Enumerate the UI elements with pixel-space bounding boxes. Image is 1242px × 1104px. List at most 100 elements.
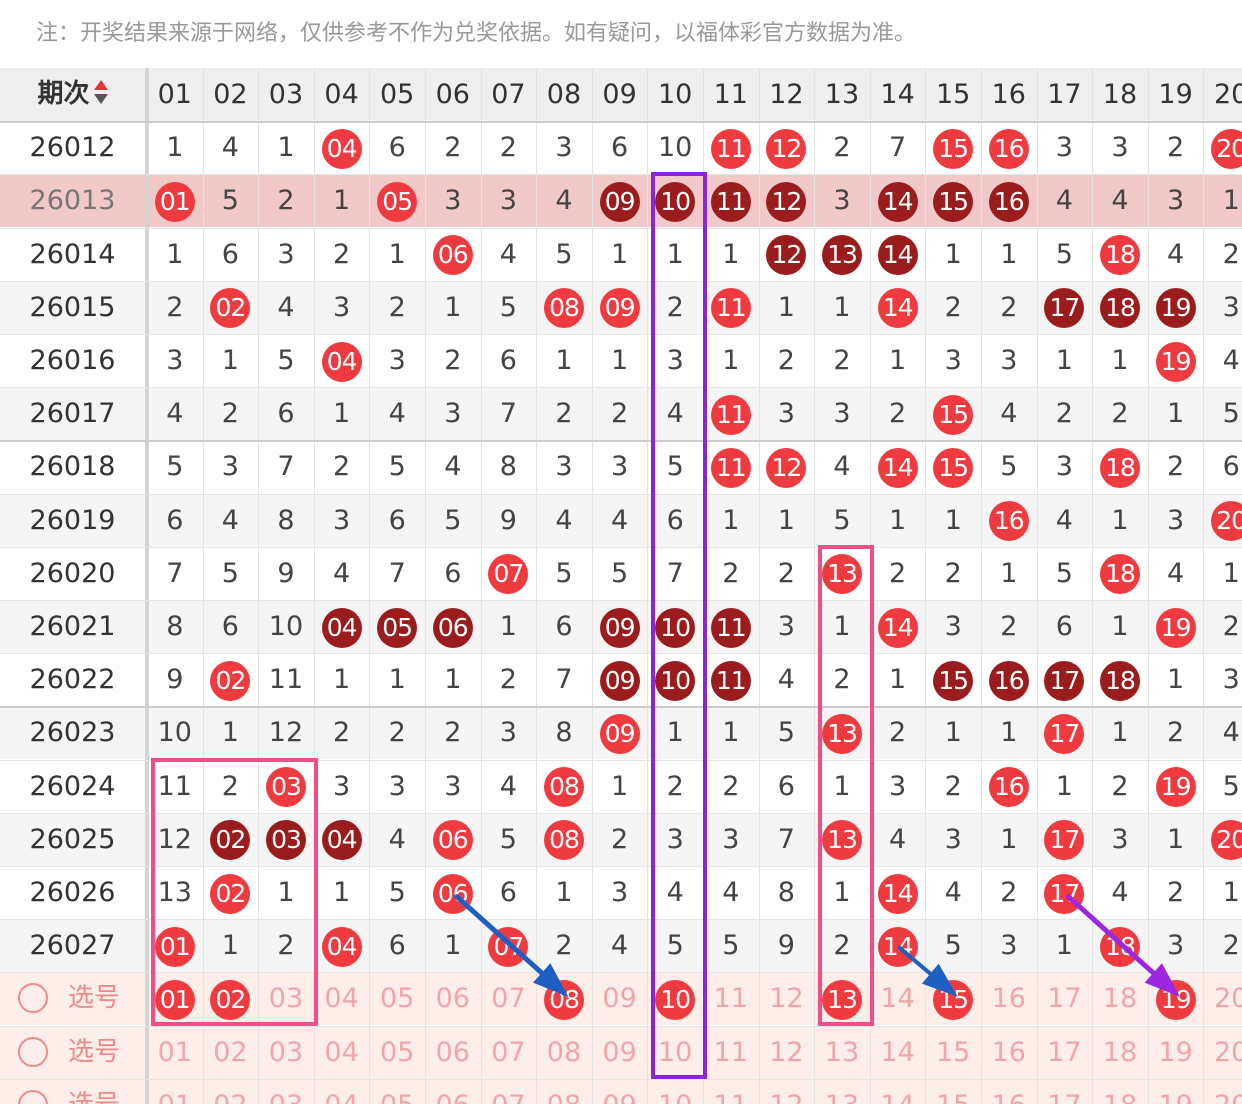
pick-number[interactable]: 03 bbox=[268, 1036, 304, 1068]
miss-count: 4 bbox=[1000, 398, 1018, 430]
pick-number[interactable]: 02 bbox=[203, 1079, 259, 1104]
pick-number[interactable]: 08 bbox=[536, 1079, 592, 1104]
pick-number[interactable]: 07 bbox=[481, 1079, 537, 1104]
drawn-number-ball[interactable]: 13 bbox=[814, 972, 870, 1025]
miss-count: 12 bbox=[268, 717, 304, 749]
hit-ball: 09 bbox=[599, 713, 640, 754]
pick-number[interactable]: 20 bbox=[1203, 1079, 1242, 1104]
column-header-18: 18 bbox=[1102, 79, 1138, 110]
period-row-26026: 26026 13 02 1 1 5 06 6 1 3 4 4 8 1 14 4 2 17 4 2 1 bbox=[0, 866, 1242, 919]
pick-number[interactable]: 12 bbox=[769, 1036, 804, 1068]
drawn-number-ball[interactable]: 02 bbox=[203, 972, 259, 1025]
pick-number[interactable]: 16 bbox=[981, 1079, 1037, 1104]
pick-number[interactable]: 04 bbox=[324, 983, 359, 1015]
drawn-number-ball: 11 bbox=[703, 281, 759, 334]
miss-count: 8 bbox=[777, 877, 795, 908]
pick-number[interactable]: 10 bbox=[658, 1036, 693, 1068]
pick-number[interactable]: 14 bbox=[880, 1036, 915, 1068]
pick-number[interactable]: 10 bbox=[647, 1079, 703, 1104]
repeat-hit-ball: 15 bbox=[933, 181, 974, 222]
drawn-number-ball[interactable]: 15 bbox=[925, 972, 981, 1025]
pick-number[interactable]: 03 bbox=[268, 983, 304, 1015]
miss-count: 1 bbox=[833, 611, 851, 642]
row-divider bbox=[0, 919, 1242, 921]
pick-number[interactable]: 15 bbox=[925, 1079, 981, 1104]
miss-count: 1 bbox=[1000, 557, 1018, 589]
pick-number[interactable]: 20 bbox=[1214, 1036, 1242, 1068]
drawn-number-ball[interactable]: 01 bbox=[147, 972, 203, 1025]
pick-number[interactable]: 05 bbox=[380, 983, 415, 1015]
pick-number[interactable]: 07 bbox=[491, 983, 526, 1015]
pick-number[interactable]: 18 bbox=[1102, 1036, 1138, 1068]
pick-number[interactable]: 05 bbox=[369, 1079, 425, 1104]
header-row: 期次 01 02 03 04 05 06 07 08 09 10 11 12 13 14 15 16 17 18 1… bbox=[0, 68, 1242, 121]
drawn-number-ball[interactable]: 10 bbox=[647, 972, 703, 1025]
pick-number[interactable]: 16 bbox=[991, 983, 1026, 1015]
pick-number[interactable]: 13 bbox=[824, 1036, 860, 1068]
pick-number[interactable]: 18 bbox=[1102, 983, 1138, 1015]
period-row-26024: 26024 11 2 03 3 3 3 4 08 1 2 2 6 1 3 2 16 1 2 19 5 bbox=[0, 760, 1242, 813]
pick-number[interactable]: 16 bbox=[991, 1036, 1026, 1068]
miss-count: 1 bbox=[277, 877, 295, 908]
miss-count: 2 bbox=[499, 664, 517, 696]
pick-number[interactable]: 07 bbox=[491, 1036, 526, 1068]
miss-count: 7 bbox=[277, 451, 295, 483]
pick-number[interactable]: 14 bbox=[870, 1079, 926, 1104]
period-number: 26024 bbox=[29, 770, 116, 802]
column-divider bbox=[480, 68, 482, 1104]
pick-row-radio[interactable] bbox=[18, 1036, 48, 1067]
pick-number[interactable]: 09 bbox=[602, 983, 637, 1015]
column-divider bbox=[981, 68, 982, 1104]
drawn-number-ball: 14 bbox=[870, 440, 926, 493]
pick-row-label: 选号 bbox=[68, 1079, 120, 1104]
miss-count: 2 bbox=[611, 398, 629, 430]
pick-number[interactable]: 06 bbox=[425, 1079, 481, 1104]
pick-number[interactable]: 19 bbox=[1158, 1036, 1193, 1068]
pick-number[interactable]: 17 bbox=[1037, 1079, 1093, 1104]
pick-number[interactable]: 19 bbox=[1148, 1079, 1204, 1104]
miss-count: 5 bbox=[166, 451, 184, 483]
pick-number[interactable]: 14 bbox=[880, 983, 915, 1015]
pick-number[interactable]: 08 bbox=[546, 1036, 582, 1068]
pick-number[interactable]: 15 bbox=[936, 1036, 971, 1068]
miss-count: 2 bbox=[333, 451, 351, 483]
hit-ball: 14 bbox=[877, 288, 918, 329]
pick-number[interactable]: 04 bbox=[324, 1036, 359, 1068]
pick-number[interactable]: 05 bbox=[380, 1036, 415, 1068]
pick-number[interactable]: 04 bbox=[314, 1079, 370, 1104]
pick-number[interactable]: 20 bbox=[1214, 983, 1242, 1015]
miss-count: 2 bbox=[1111, 398, 1129, 430]
pick-number[interactable]: 17 bbox=[1047, 983, 1082, 1015]
pick-number[interactable]: 11 bbox=[713, 1036, 748, 1068]
miss-count: 6 bbox=[555, 611, 573, 642]
pick-number[interactable]: 09 bbox=[602, 1036, 637, 1068]
pick-number[interactable]: 01 bbox=[147, 1079, 203, 1104]
sort-icon[interactable] bbox=[93, 79, 108, 106]
miss-count: 2 bbox=[444, 345, 462, 376]
period-sort-header[interactable]: 期次 bbox=[0, 68, 145, 121]
row-divider bbox=[0, 600, 1242, 601]
pick-number[interactable]: 11 bbox=[703, 1079, 759, 1104]
pick-number[interactable]: 01 bbox=[157, 1036, 192, 1068]
pick-row-radio[interactable] bbox=[18, 983, 48, 1014]
pick-number[interactable]: 03 bbox=[258, 1079, 314, 1104]
pick-number[interactable]: 17 bbox=[1047, 1036, 1082, 1068]
pick-number[interactable]: 18 bbox=[1092, 1079, 1148, 1104]
miss-count: 6 bbox=[221, 611, 239, 642]
miss-count: 3 bbox=[1167, 504, 1185, 536]
pick-number[interactable]: 13 bbox=[814, 1079, 870, 1104]
pick-number[interactable]: 06 bbox=[435, 983, 470, 1015]
pick-number[interactable]: 12 bbox=[759, 1079, 815, 1104]
pick-number[interactable]: 02 bbox=[213, 1036, 248, 1068]
period-number: 26025 bbox=[29, 823, 116, 855]
pick-number[interactable]: 09 bbox=[592, 1079, 648, 1104]
hit-ball: 15 bbox=[933, 128, 974, 169]
pick-number[interactable]: 06 bbox=[435, 1036, 470, 1068]
hit-ball: 17 bbox=[1044, 713, 1085, 754]
drawn-number-ball: 17 bbox=[1037, 281, 1093, 334]
miss-count: 1 bbox=[333, 877, 351, 908]
pick-number[interactable]: 11 bbox=[713, 983, 748, 1015]
pick-number[interactable]: 12 bbox=[769, 983, 804, 1015]
repeat-hit-ball: 03 bbox=[265, 820, 306, 861]
period-row-26021: 26021 8 6 10 04 05 06 1 6 09 10 11 3 1 14 3 2 6 1 19 2 bbox=[0, 600, 1242, 653]
